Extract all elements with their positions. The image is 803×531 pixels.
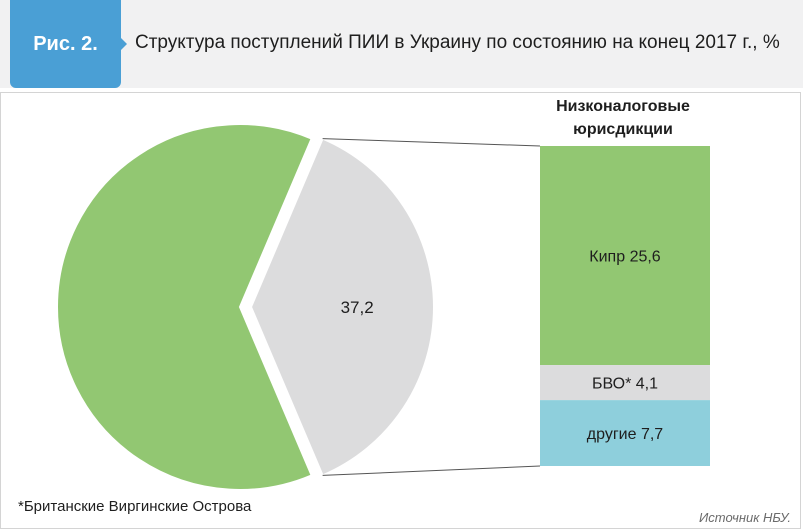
- bar-segment-1: [540, 365, 710, 401]
- bar-segment-label-1: БВО* 4,1: [592, 376, 658, 393]
- bar-title-line-1: Низконалоговые: [556, 98, 690, 115]
- connector-line-bottom: [322, 465, 541, 476]
- figure-title: Структура поступлений ПИИ в Украину по с…: [135, 32, 780, 53]
- bar-segment-label-2: другие 7,7: [587, 426, 664, 443]
- figure-label-badge: Рис. 2.: [10, 0, 121, 88]
- pie-slice-label: 37,2: [341, 298, 374, 317]
- footnote: *Британские Виргинские Острова: [18, 498, 252, 515]
- source-note: Источник НБУ.: [698, 510, 791, 525]
- figure-label: Рис. 2.: [33, 32, 98, 55]
- bar-segment-2: [540, 400, 710, 466]
- pie-slice-low-tax: [249, 137, 435, 477]
- bar-segment-label-0: Кипр 25,6: [589, 249, 661, 266]
- bar-segment-0: [540, 146, 710, 366]
- badge-arrow-icon: [119, 36, 127, 52]
- pie-slice-main: [56, 123, 313, 491]
- bar-title-line-2: юрисдикции: [573, 121, 673, 138]
- connector-line-top: [322, 138, 541, 147]
- figure-header: Рис. 2. Структура поступлений ПИИ в Укра…: [0, 0, 803, 88]
- chart-frame: [0, 92, 801, 529]
